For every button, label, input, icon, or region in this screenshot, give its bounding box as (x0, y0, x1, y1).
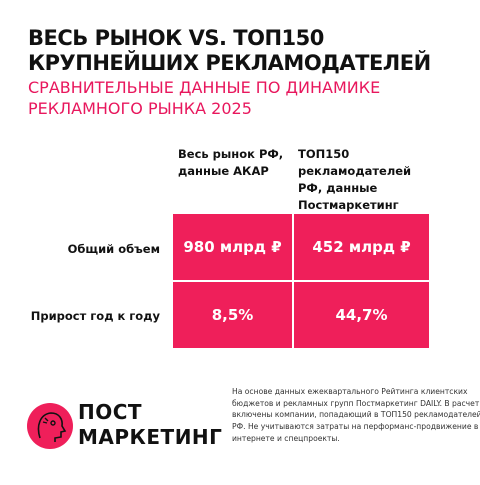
footnote-line: бюджетов и рекламных групп Постмаркетинг… (232, 398, 480, 408)
title-line: КРУПНЕЙШИХ РЕКЛАМОДАТЕЛЕЙ (28, 51, 431, 75)
logo-text: МАРКЕТИНГ (78, 425, 223, 449)
cell: 44,7% (335, 306, 388, 324)
cell: 980 млрд ₽ (183, 238, 282, 256)
cell: 8,5% (211, 306, 254, 324)
subtitle-line: РЕКЛАМНОГО РЫНКА 2025 (28, 99, 252, 118)
column-header-line: данные АКАР (178, 164, 269, 178)
footnote: На основе данных ежеквартального Рейтинг… (232, 386, 480, 445)
column-header: Весь рынок РФ, данные АКАР (178, 146, 283, 180)
column-header-line: рекламодателей (298, 164, 412, 178)
logo-icon (27, 403, 73, 449)
row-header: Общий объем (67, 242, 160, 256)
table: 980 млрд ₽ 452 млрд ₽ 8,5% 44,7% (173, 214, 429, 348)
subtitle-line: СРАВНИТЕЛЬНЫЕ ДАННЫЕ ПО ДИНАМИКЕ (28, 78, 381, 97)
logo-text: ПОСТ (78, 400, 143, 424)
column-header-line: Весь рынок РФ, (178, 147, 284, 161)
footnote-line: интернете и спецпроекты. (232, 433, 340, 443)
column-header-line: РФ, данные (298, 181, 378, 195)
footnote-line: включены компании, попадающий в ТОП150 р… (232, 410, 480, 420)
column-header: ТОП150 рекламодателей РФ, данные Постмаркет… (298, 146, 411, 214)
column-header-line: ТОП150 (298, 147, 350, 161)
footnote-line: На основе данных ежеквартального Рейтинг… (232, 387, 468, 396)
footnote-line: РФ. Не учитываются затраты на перформанс… (232, 422, 479, 432)
column-header-line: Постмаркетинг (298, 198, 399, 212)
cell: 452 млрд ₽ (312, 238, 411, 256)
title-line: ВЕСЬ РЫНОК VS. ТОП150 (28, 26, 324, 50)
row-header: Прирост год к году (30, 309, 160, 323)
